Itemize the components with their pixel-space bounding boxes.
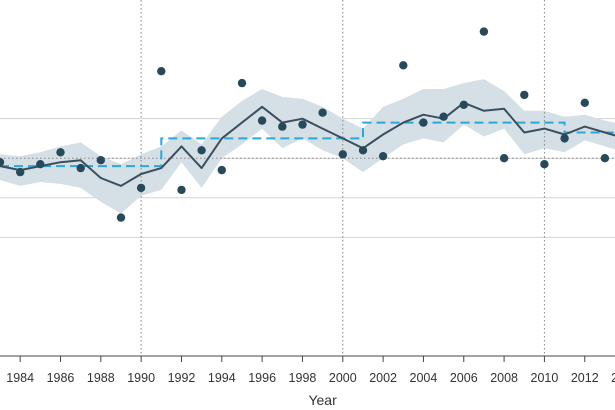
x-tick-label: 2006	[450, 371, 478, 385]
data-point	[479, 27, 489, 36]
data-point	[56, 148, 65, 157]
x-tick-label: 1998	[289, 371, 317, 385]
data-point	[217, 165, 226, 175]
x-axis-title: Year	[308, 392, 337, 408]
x-tick-label: 1994	[208, 371, 236, 385]
vertical-reference-lines	[0, 0, 615, 356]
data-point	[540, 160, 549, 169]
x-tick-label: 2002	[369, 371, 397, 385]
data-point	[520, 90, 529, 100]
x-tick-label: 2000	[329, 371, 357, 385]
data-point	[76, 163, 85, 173]
trend-line-layer	[0, 101, 615, 187]
data-point	[16, 167, 25, 177]
x-axis: 1984 1986 1988 1990 1992 1994 1996 1998 2000 2002…	[0, 355, 615, 385]
x-tick-label: 2014	[611, 371, 615, 385]
x-tick-label: 2008	[490, 371, 518, 385]
data-point	[257, 116, 267, 125]
data-point	[318, 108, 327, 117]
data-point	[580, 98, 589, 108]
x-tick-label: 2010	[531, 371, 559, 385]
data-point	[419, 118, 428, 127]
trend-line	[0, 101, 615, 187]
data-point	[177, 185, 186, 195]
x-tick-label: 1986	[47, 371, 75, 385]
data-point	[560, 134, 569, 143]
step-function-layer	[0, 121, 615, 168]
x-tick-label: 2012	[571, 371, 599, 385]
data-point	[298, 120, 307, 129]
data-point	[116, 213, 126, 222]
data-point	[157, 67, 166, 76]
x-tick-label: 1984	[6, 371, 34, 385]
data-point	[358, 146, 368, 155]
data-point	[378, 152, 388, 161]
data-point	[439, 112, 448, 121]
step-line	[0, 121, 615, 168]
data-point-layer	[0, 27, 610, 222]
x-tick-label: 1996	[248, 371, 276, 385]
confidence-band-layer	[0, 79, 615, 214]
data-point	[338, 150, 347, 159]
data-point	[136, 183, 146, 193]
data-point	[499, 154, 509, 163]
data-point	[278, 122, 287, 131]
data-point	[96, 156, 106, 165]
data-point	[36, 160, 45, 169]
x-tick-label: 1990	[127, 371, 155, 385]
x-tick-label: 2004	[410, 371, 438, 385]
data-point	[399, 61, 408, 70]
x-tick-label: 1988	[87, 371, 115, 385]
confidence-band	[0, 79, 615, 214]
data-point	[0, 158, 5, 167]
data-point	[237, 78, 247, 88]
data-point	[459, 100, 468, 110]
x-tick-label: 1992	[168, 371, 196, 385]
data-point	[600, 154, 610, 163]
data-point	[197, 146, 206, 155]
